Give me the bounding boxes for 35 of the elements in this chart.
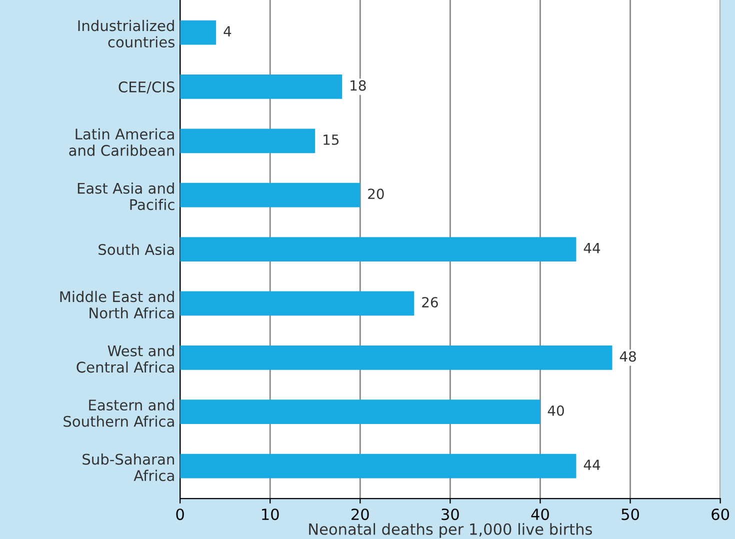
- data-label: 48: [620, 351, 636, 362]
- bar: [180, 74, 342, 99]
- bar: [180, 345, 612, 370]
- x-tick-label: 20: [352, 508, 369, 520]
- x-tick-label: 0: [176, 508, 184, 520]
- y-tick-label: Industrialized countries: [78, 20, 175, 48]
- y-tick-label: West and Central Africa: [76, 345, 174, 373]
- data-label: 44: [584, 460, 600, 470]
- y-tick-label: Sub-Saharan Africa: [82, 453, 174, 482]
- y-tick-label: Eastern and Southern Africa: [64, 399, 174, 427]
- data-label: 20: [368, 188, 384, 200]
- bar: [180, 291, 414, 316]
- x-axis-title: Neonatal deaths per 1,000 live births: [309, 523, 592, 538]
- bar: [180, 20, 216, 45]
- data-label: 4: [224, 26, 232, 36]
- x-tick-label: 30: [442, 508, 459, 520]
- y-tick-label: CEE/CIS: [118, 81, 174, 94]
- bar: [180, 237, 576, 262]
- data-label: 26: [422, 297, 438, 308]
- bar: [180, 400, 540, 424]
- x-tick-label: 40: [531, 508, 549, 520]
- y-tick-label: Latin America and Caribbean: [69, 128, 174, 156]
- data-label: 44: [584, 242, 600, 254]
- bar: [180, 182, 360, 208]
- y-tick-label: Middle East and North Africa: [60, 290, 174, 318]
- data-label: 15: [324, 134, 339, 145]
- x-tick-label: 60: [712, 508, 730, 520]
- x-tick-label: 10: [262, 508, 279, 520]
- bar: [180, 128, 316, 154]
- y-tick-label: East Asia and Pacific: [78, 182, 174, 210]
- data-label: 18: [350, 80, 366, 91]
- y-tick-label: South Asia: [98, 244, 174, 256]
- data-label: 40: [548, 405, 564, 416]
- x-tick-label: 50: [622, 508, 639, 520]
- bar: [180, 454, 576, 478]
